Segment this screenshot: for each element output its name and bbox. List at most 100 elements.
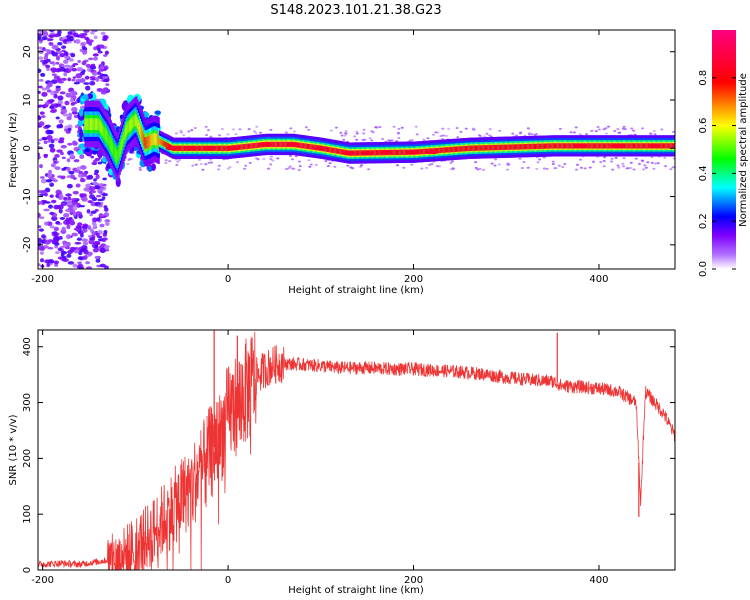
noise-cell: [61, 167, 66, 171]
noise-cell: [49, 225, 55, 229]
ridge-cell: [101, 122, 104, 135]
noise-cell: [483, 135, 487, 138]
ridge-cell: [313, 144, 316, 150]
ridge-cell: [402, 149, 405, 155]
noise-cell: [89, 189, 95, 194]
noise-cell: [426, 137, 430, 140]
noise-cell: [367, 168, 371, 171]
ridge-cell: [145, 137, 148, 149]
ridge-cell: [311, 144, 314, 150]
noise-cell: [67, 77, 72, 82]
ridge-cell: [312, 144, 315, 150]
ridge-cell: [392, 149, 395, 156]
noise-cell: [71, 106, 78, 113]
ridge-cell: [519, 144, 522, 150]
noise-cell: [199, 163, 203, 166]
ridge-cell: [95, 118, 98, 130]
ridge-cell: [520, 144, 523, 150]
peak-cell-0: [165, 146, 180, 151]
ridge-cell: [491, 144, 494, 151]
noise-cell: [538, 158, 542, 161]
noise-cell: [622, 157, 626, 160]
noise-cell: [87, 39, 94, 43]
noise-cell: [459, 130, 463, 133]
ridge-cell: [356, 150, 359, 156]
signal-cell: [78, 108, 84, 117]
noise-cell: [54, 251, 60, 255]
ridge-cell: [527, 143, 530, 150]
ridge-cell: [600, 143, 603, 149]
noise-cell: [128, 157, 132, 160]
peak-cell-5: [285, 142, 300, 147]
noise-cell: [81, 245, 88, 250]
ridge-cell: [562, 143, 565, 149]
noise-cell: [55, 61, 60, 65]
noise-cell: [49, 147, 56, 153]
ridge-cell: [499, 144, 502, 151]
ridge-cell: [634, 143, 637, 149]
ridge-cell: [522, 144, 525, 150]
ridge-cell: [439, 147, 442, 154]
noise-cell: [38, 105, 42, 109]
noise-cell: [89, 213, 94, 217]
noise-cell: [61, 108, 68, 114]
noise-cell: [99, 247, 106, 254]
noise-cell: [41, 91, 48, 97]
ridge-cell: [635, 143, 638, 149]
ridge-cell: [592, 143, 595, 149]
ridge-cell: [305, 143, 308, 149]
noise-cell: [585, 133, 589, 136]
ridge-cell: [516, 144, 519, 150]
ridge-cell: [587, 143, 590, 149]
noise-cell: [46, 129, 54, 135]
noise-cell: [344, 132, 348, 135]
noise-cell: [204, 163, 208, 166]
noise-cell: [604, 132, 608, 135]
ridge-cell: [442, 147, 445, 153]
noise-cell: [53, 75, 61, 80]
noise-cell: [71, 67, 78, 72]
noise-cell: [95, 76, 100, 82]
noise-cell: [99, 263, 106, 268]
noise-cell: [97, 238, 104, 242]
ridge-cell: [492, 144, 495, 151]
noise-cell: [652, 129, 656, 132]
ridge-cell: [249, 143, 252, 149]
noise-cell: [640, 159, 644, 162]
noise-cell: [252, 130, 256, 133]
noise-cell: [387, 139, 391, 142]
ridge-cell: [91, 118, 94, 130]
ridge-cell: [93, 118, 96, 130]
noise-cell: [618, 131, 622, 134]
noise-cell: [59, 105, 65, 108]
ridge-cell: [147, 135, 150, 148]
noise-cell: [289, 127, 293, 130]
noise-cell: [87, 251, 93, 256]
noise-cell: [65, 130, 71, 134]
noise-cell: [226, 133, 230, 136]
noise-cell: [226, 167, 230, 170]
ridge-cell: [606, 143, 609, 149]
noise-cell: [73, 227, 80, 231]
noise-cell: [451, 167, 455, 170]
ridge-cell: [122, 135, 125, 147]
noise-cell: [72, 263, 78, 268]
ridge-cell: [358, 150, 361, 156]
noise-cell: [646, 161, 650, 164]
ridge-cell: [131, 117, 134, 130]
noise-cell: [220, 127, 224, 130]
noise-cell: [660, 128, 664, 131]
ridge-cell: [445, 147, 448, 153]
noise-cell: [395, 140, 399, 143]
ridge-cell: [303, 143, 306, 149]
noise-cell: [54, 154, 60, 158]
noise-cell: [599, 161, 603, 164]
peak-cell-12: [573, 143, 588, 148]
noise-cell: [374, 126, 378, 129]
ridge-cell: [153, 133, 156, 145]
noise-cell: [38, 155, 41, 160]
ridge-cell: [664, 143, 667, 149]
noise-cell: [62, 113, 69, 117]
noise-cell: [526, 127, 530, 130]
noise-cell: [69, 65, 74, 69]
